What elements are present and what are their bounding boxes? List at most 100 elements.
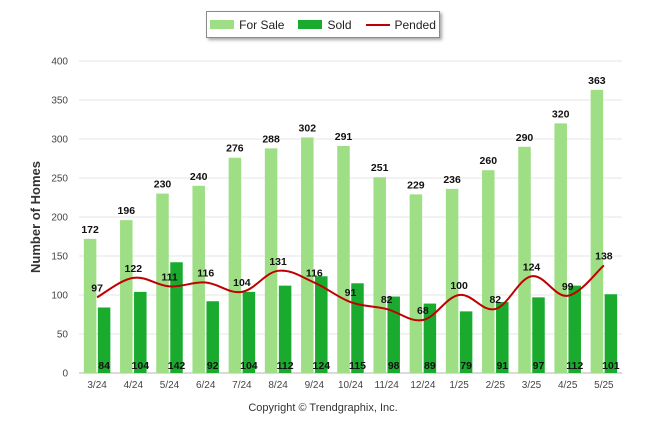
legend-item-pended: Pended bbox=[365, 17, 436, 32]
data-label-for-sale: 302 bbox=[299, 122, 317, 134]
x-tick-label: 4/24 bbox=[124, 380, 144, 391]
bar-for-sale bbox=[228, 157, 242, 373]
bar-sold bbox=[97, 307, 111, 373]
y-tick-label: 150 bbox=[51, 252, 68, 263]
data-label-pended: 124 bbox=[523, 261, 541, 273]
bar-for-sale bbox=[554, 123, 567, 374]
bar-sold bbox=[568, 285, 581, 373]
y-tick-label: 250 bbox=[51, 174, 68, 185]
legend-swatch-for-sale bbox=[210, 20, 235, 29]
legend-label-pended: Pended bbox=[394, 17, 436, 32]
x-tick-label: 9/24 bbox=[305, 380, 325, 391]
bar-sold bbox=[315, 276, 328, 373]
x-tick-label: 10/24 bbox=[338, 380, 363, 391]
data-label-sold: 98 bbox=[388, 360, 400, 372]
x-tick-label: 5/25 bbox=[594, 380, 614, 391]
bar-sold bbox=[459, 311, 473, 373]
data-label-for-sale: 288 bbox=[262, 133, 280, 145]
y-tick-label: 0 bbox=[62, 369, 68, 380]
data-label-pended: 97 bbox=[91, 282, 103, 294]
data-label-pended: 122 bbox=[125, 263, 143, 275]
bar-sold bbox=[242, 291, 256, 373]
x-tick-label: 6/24 bbox=[196, 380, 216, 391]
data-label-pended: 138 bbox=[595, 250, 613, 262]
x-tick-label: 3/24 bbox=[87, 380, 107, 391]
legend-item-for-sale: For Sale bbox=[210, 18, 284, 32]
data-label-for-sale: 260 bbox=[480, 155, 498, 167]
data-label-for-sale: 240 bbox=[190, 171, 208, 183]
x-tick-label: 5/24 bbox=[160, 380, 180, 391]
legend-label-for-sale: For Sale bbox=[239, 17, 285, 32]
bar-sold bbox=[532, 297, 545, 373]
data-label-sold: 112 bbox=[566, 360, 583, 372]
y-tick-label: 200 bbox=[51, 213, 68, 224]
data-label-pended: 104 bbox=[233, 277, 251, 289]
data-label-for-sale: 290 bbox=[516, 132, 534, 144]
bar-for-sale bbox=[192, 185, 205, 373]
y-tick-label: 300 bbox=[51, 135, 68, 146]
legend-swatch-sold bbox=[298, 20, 323, 29]
y-tick-label: 350 bbox=[51, 96, 68, 107]
data-label-pended: 99 bbox=[562, 281, 574, 293]
pended-line bbox=[96, 264, 605, 322]
bar-sold bbox=[206, 301, 219, 373]
y-tick-label: 400 bbox=[51, 57, 68, 68]
y-tick-label: 100 bbox=[51, 291, 68, 302]
data-label-sold: 124 bbox=[313, 360, 331, 372]
data-label-for-sale: 236 bbox=[443, 174, 461, 186]
copyright-text: Copyright © Trendgraphix, Inc. bbox=[248, 402, 398, 414]
data-label-sold: 89 bbox=[424, 360, 436, 372]
data-label-sold: 92 bbox=[207, 360, 219, 372]
bar-for-sale bbox=[409, 194, 423, 373]
bar-sold bbox=[387, 296, 400, 373]
data-label-for-sale: 320 bbox=[552, 108, 570, 120]
x-tick-label: 3/25 bbox=[522, 380, 542, 391]
data-label-pended: 82 bbox=[489, 294, 501, 306]
data-label-pended: 82 bbox=[381, 294, 393, 306]
x-tick-label: 7/24 bbox=[232, 380, 252, 391]
data-label-pended: 91 bbox=[345, 287, 357, 299]
data-label-for-sale: 196 bbox=[118, 205, 136, 217]
data-label-sold: 104 bbox=[240, 360, 258, 372]
data-label-sold: 91 bbox=[496, 360, 508, 372]
y-axis-title: Number of Homes bbox=[28, 161, 43, 273]
bar-for-sale bbox=[445, 188, 459, 373]
x-tick-label: 11/24 bbox=[375, 380, 400, 391]
data-label-for-sale: 251 bbox=[371, 162, 389, 174]
bar-sold bbox=[278, 285, 292, 373]
data-label-pended: 131 bbox=[269, 256, 287, 268]
bar-for-sale bbox=[83, 238, 97, 373]
x-tick-label: 1/25 bbox=[449, 380, 469, 391]
data-label-sold: 115 bbox=[349, 360, 366, 372]
data-label-for-sale: 291 bbox=[335, 131, 353, 143]
data-label-sold: 104 bbox=[132, 360, 150, 372]
bar-for-sale bbox=[373, 177, 386, 373]
bar-for-sale bbox=[120, 220, 133, 373]
data-label-pended: 116 bbox=[306, 268, 323, 280]
data-label-sold: 79 bbox=[460, 360, 472, 372]
data-label-for-sale: 363 bbox=[588, 75, 606, 87]
bar-sold bbox=[170, 262, 183, 373]
bar-sold bbox=[496, 302, 509, 373]
y-tick-label: 50 bbox=[57, 330, 69, 341]
bar-sold bbox=[134, 291, 147, 373]
bar-for-sale bbox=[264, 148, 278, 373]
bar-for-sale bbox=[518, 146, 531, 373]
data-label-pended: 111 bbox=[161, 271, 178, 283]
bar-for-sale bbox=[482, 170, 495, 373]
data-label-pended: 116 bbox=[197, 268, 214, 280]
data-label-for-sale: 276 bbox=[226, 143, 244, 155]
data-label-for-sale: 229 bbox=[407, 179, 425, 191]
data-label-sold: 112 bbox=[277, 360, 294, 372]
legend-swatch-pended bbox=[365, 23, 390, 26]
chart-legend: For Sale Sold Pended bbox=[206, 11, 440, 38]
x-tick-label: 4/25 bbox=[558, 380, 578, 391]
legend-label-sold: Sold bbox=[327, 17, 352, 32]
data-label-sold: 101 bbox=[602, 360, 620, 372]
legend-item-sold: Sold bbox=[298, 17, 352, 32]
bar-for-sale bbox=[156, 193, 169, 373]
data-label-pended: 68 bbox=[417, 305, 429, 317]
x-tick-label: 2/25 bbox=[486, 380, 506, 391]
data-label-sold: 84 bbox=[98, 360, 110, 372]
